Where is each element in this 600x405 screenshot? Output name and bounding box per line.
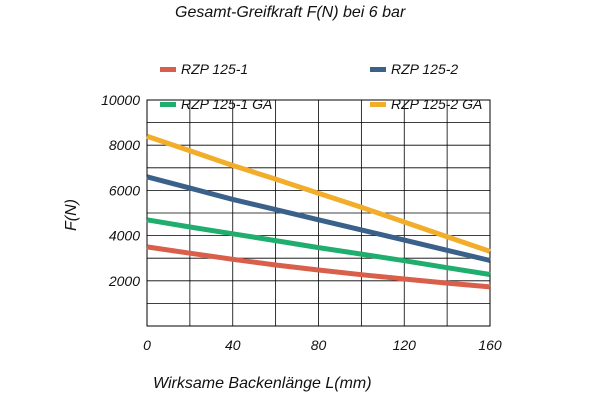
y-tick-label: 8000: [109, 137, 140, 153]
x-axis-title: Wirksame Backenlänge L(mm): [153, 375, 372, 392]
chart-title: Gesamt-Greifkraft F(N) bei 6 bar: [175, 4, 406, 21]
legend-label-rzp-125-2-ga: RZP 125-2 GA: [391, 96, 482, 112]
legend: RZP 125-1 RZP 125-2 RZP 125-1 GA RZP 125-2 …: [160, 61, 482, 112]
x-tick-label: 160: [478, 337, 502, 353]
y-tick-label: 6000: [109, 182, 140, 198]
series-line-rzp-125-1: [146, 244, 491, 290]
legend-label-rzp-125-1-ga: RZP 125-1 GA: [181, 96, 272, 112]
y-tick-label: 4000: [109, 228, 140, 244]
x-tick-label: 120: [393, 337, 417, 353]
y-axis-title: F(N): [63, 199, 80, 231]
y-tick-label: 2000: [108, 273, 140, 289]
series-line-rzp-125-2-ga: [146, 133, 491, 254]
x-tick-label: 40: [225, 337, 241, 353]
grid: [146, 99, 491, 327]
legend-label-rzp-125-2: RZP 125-2: [391, 61, 458, 77]
series-lines: [146, 133, 491, 290]
legend-swatch-rzp-125-2-ga: [370, 102, 386, 107]
series-line-rzp-125-1-ga: [146, 217, 491, 277]
x-tick-label: 80: [311, 337, 327, 353]
legend-swatch-rzp-125-1-ga: [160, 102, 176, 107]
x-tick-label: 0: [143, 337, 151, 353]
legend-label-rzp-125-1: RZP 125-1: [181, 61, 248, 77]
legend-swatch-rzp-125-2: [370, 67, 386, 72]
y-tick-label: 10000: [101, 92, 140, 108]
legend-swatch-rzp-125-1: [160, 67, 176, 72]
series-line-rzp-125-2: [146, 174, 491, 263]
axis-ticks: 0 40 80 120 160 2000 4000 6000 8000 10000: [101, 92, 502, 353]
